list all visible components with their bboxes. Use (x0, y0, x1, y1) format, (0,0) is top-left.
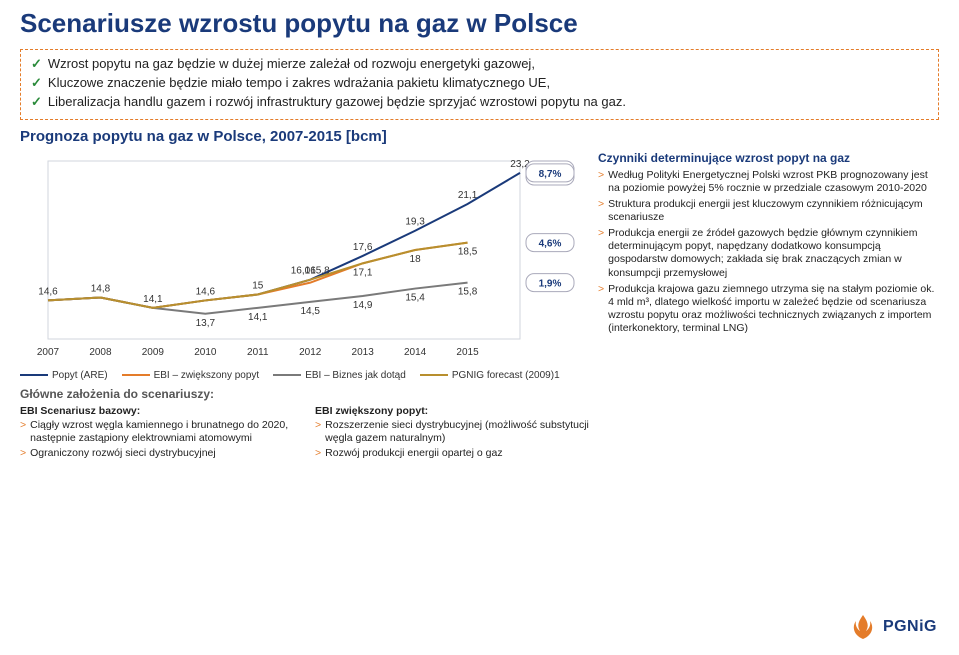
forecast-section: Prognoza popytu na gaz w Polsce, 2007-20… (0, 128, 959, 462)
legend-swatch (20, 374, 48, 376)
legend-swatch (420, 374, 448, 376)
legend-item: EBI – Biznes jak dotąd (273, 370, 406, 381)
side-list-item: >Produkcja krajowa gazu ziemnego utrzyma… (598, 283, 939, 336)
forecast-chart: 2007 2008 2009 2010 2011 2012 2013 2014 2015 14,6… (20, 151, 590, 361)
bullet-item: ✓ Kluczowe znaczenie będzie miało tempo i… (31, 75, 928, 92)
chart-area: 2007 2008 2009 2010 2011 2012 2013 2014 2015 14,6… (20, 151, 590, 462)
scenario-item-text: Ograniczony rozwój sieci dystrybucyjnej (30, 447, 216, 460)
logo: PGNiG (849, 613, 937, 641)
svg-text:17,6: 17,6 (353, 242, 373, 253)
scenario-list: >Rozszerzenie sieci dystrybucyjnej (możl… (315, 419, 590, 460)
scenario-columns: EBI Scenariusz bazowy:>Ciągły wzrost węg… (20, 401, 590, 462)
scenario-list: >Ciągły wzrost węgla kamiennego i brunat… (20, 419, 295, 460)
scenario-item: > Ograniczony rozwój sieci dystrybucyjnej (20, 447, 295, 460)
svg-text:14,6: 14,6 (38, 286, 58, 297)
svg-text:2012: 2012 (299, 347, 322, 358)
legend-swatch (122, 374, 150, 376)
svg-text:2014: 2014 (404, 347, 427, 358)
svg-text:4,6%: 4,6% (539, 238, 562, 249)
chevron-icon: > (20, 447, 26, 460)
side-item-text: Produkcja krajowa gazu ziemnego utrzyma … (608, 283, 939, 336)
svg-text:18,5: 18,5 (458, 246, 478, 257)
scenario-item-text: Rozwój produkcji energii opartej o gaz (325, 447, 502, 460)
svg-text:1,9%: 1,9% (539, 278, 562, 289)
chevron-icon: > (598, 169, 604, 195)
legend-item: EBI – zwiększony popyt (122, 370, 260, 381)
chart-legend: Popyt (ARE) EBI – zwiększony popyt EBI – B… (20, 370, 590, 381)
check-icon: ✓ (31, 75, 42, 92)
svg-text:18: 18 (410, 254, 422, 265)
legend-item: Popyt (ARE) (20, 370, 108, 381)
svg-text:2007: 2007 (37, 347, 60, 358)
side-list-item: >Według Polityki Energetycznej Polski wz… (598, 169, 939, 195)
summary-box: ✓ Wzrost popytu na gaz będzie w dużej mie… (20, 49, 939, 120)
side-panel: Czynniki determinujące wzrost popyt na g… (598, 151, 939, 462)
flame-icon (849, 613, 877, 641)
scenario-title: EBI Scenariusz bazowy: (20, 405, 295, 417)
chevron-icon: > (598, 283, 604, 336)
chevron-icon: > (20, 419, 26, 445)
bullet-text: Wzrost popytu na gaz będzie w dużej mier… (48, 56, 535, 73)
svg-text:15,4: 15,4 (405, 292, 425, 303)
chevron-icon: > (598, 198, 604, 224)
svg-text:14,8: 14,8 (91, 283, 111, 294)
svg-text:14,1: 14,1 (248, 312, 268, 323)
side-list: >Według Polityki Energetycznej Polski wz… (598, 169, 939, 336)
page-title: Scenariusze wzrostu popytu na gaz w Pols… (0, 0, 959, 45)
side-title: Czynniki determinujące wzrost popyt na g… (598, 151, 939, 165)
svg-text:19,3: 19,3 (405, 216, 425, 227)
scenario-item-text: Ciągły wzrost węgla kamiennego i brunatn… (30, 419, 295, 445)
legend-item: PGNIG forecast (2009)1 (420, 370, 560, 381)
svg-text:14,1: 14,1 (143, 294, 163, 305)
bullet-item: ✓ Wzrost popytu na gaz będzie w dużej mie… (31, 56, 928, 73)
scenario-item-text: Rozszerzenie sieci dystrybucyjnej (możli… (325, 419, 590, 445)
svg-text:14,5: 14,5 (300, 306, 320, 317)
svg-text:15,8: 15,8 (458, 286, 478, 297)
svg-text:14,6: 14,6 (196, 286, 216, 297)
forecast-title: Prognoza popytu na gaz w Polsce, 2007-20… (20, 128, 939, 145)
scenario-title: EBI zwiększony popyt: (315, 405, 590, 417)
legend-swatch (273, 374, 301, 376)
legend-label: EBI – zwiększony popyt (154, 370, 260, 381)
side-item-text: Struktura produkcji energii jest kluczow… (608, 198, 939, 224)
side-list-item: >Produkcja energii ze źródeł gazowych bę… (598, 227, 939, 280)
legend-label: Popyt (ARE) (52, 370, 108, 381)
legend-label: EBI – Biznes jak dotąd (305, 370, 406, 381)
chevron-icon: > (598, 227, 604, 280)
svg-text:16,015,8: 16,015,8 (291, 265, 330, 276)
svg-text:2009: 2009 (142, 347, 165, 358)
check-icon: ✓ (31, 56, 42, 73)
scenario-item: > Rozwój produkcji energii opartej o gaz (315, 447, 590, 460)
check-icon: ✓ (31, 94, 42, 111)
chevron-icon: > (315, 447, 321, 460)
scenario-column: EBI Scenariusz bazowy:>Ciągły wzrost węg… (20, 401, 295, 462)
side-list-item: >Struktura produkcji energii jest kluczo… (598, 198, 939, 224)
scenario-header: Główne założenia do scenariuszy: (20, 387, 590, 401)
side-item-text: Produkcja energii ze źródeł gazowych będ… (608, 227, 939, 280)
svg-text:2015: 2015 (456, 347, 479, 358)
scenario-item: >Rozszerzenie sieci dystrybucyjnej (możl… (315, 419, 590, 445)
svg-text:15: 15 (252, 280, 264, 291)
chevron-icon: > (315, 419, 321, 445)
svg-text:14,9: 14,9 (353, 300, 373, 311)
bullet-text: Liberalizacja handlu gazem i rozwój infr… (48, 94, 626, 111)
svg-text:2011: 2011 (247, 347, 269, 358)
svg-text:2008: 2008 (89, 347, 112, 358)
bullet-item: ✓ Liberalizacja handlu gazem i rozwój inf… (31, 94, 928, 111)
scenario-column: EBI zwiększony popyt:>Rozszerzenie sieci… (315, 401, 590, 462)
logo-text: PGNiG (883, 618, 937, 636)
scenario-item: >Ciągły wzrost węgla kamiennego i brunat… (20, 419, 295, 445)
svg-text:13,7: 13,7 (196, 317, 216, 328)
svg-text:8,7%: 8,7% (539, 169, 562, 180)
side-item-text: Według Polityki Energetycznej Polski wzr… (608, 169, 939, 195)
svg-text:2013: 2013 (352, 347, 375, 358)
svg-text:17,1: 17,1 (353, 267, 373, 278)
svg-text:2010: 2010 (194, 347, 217, 358)
legend-label: PGNIG forecast (2009)1 (452, 370, 560, 381)
svg-text:21,1: 21,1 (458, 190, 478, 201)
bullet-text: Kluczowe znaczenie będzie miało tempo i … (48, 75, 550, 92)
